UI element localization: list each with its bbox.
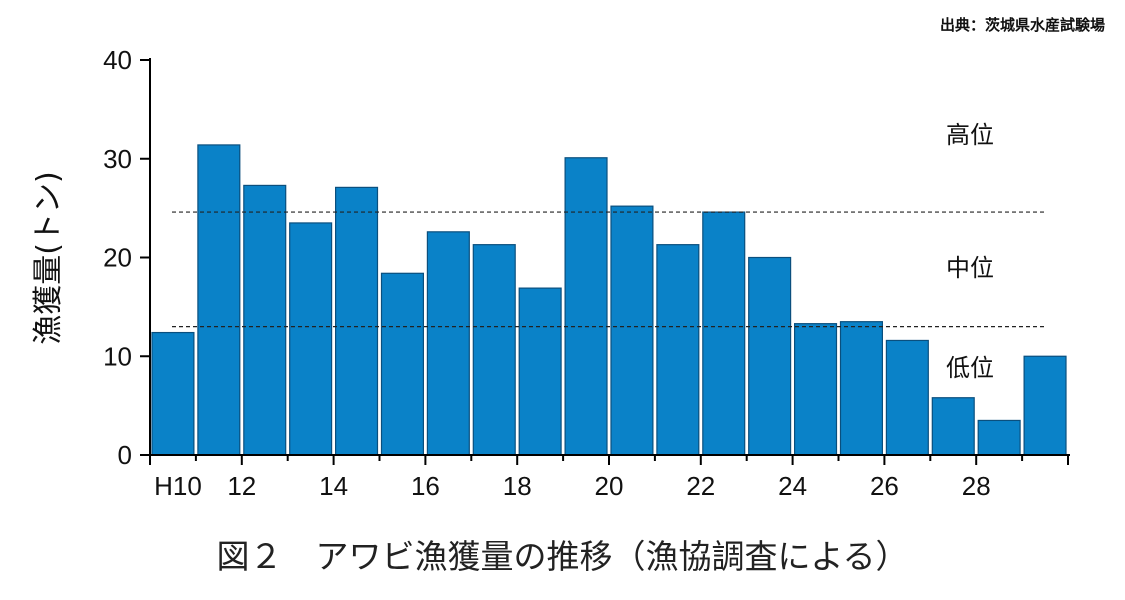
figure-caption: 図２ アワビ漁獲量の推移（漁協調査による） <box>216 537 909 576</box>
x-tick-label-5: 20 <box>595 471 624 501</box>
y-ticks: 0 10 20 30 40 <box>103 45 150 470</box>
x-tick-label-0: H10 <box>154 471 202 501</box>
bars-group <box>151 144 1067 456</box>
y-axis-label: 漁獲量(トン) <box>31 171 66 344</box>
x-tick-label-4: 18 <box>503 471 532 501</box>
bar-H21 <box>656 244 700 456</box>
bar-H14 <box>335 186 379 456</box>
y-tick-label-30: 30 <box>103 144 132 174</box>
bar-H17 <box>472 244 516 456</box>
x-tick-label-8: 26 <box>870 471 899 501</box>
bar-H12 <box>243 184 287 456</box>
bar-H22 <box>702 211 746 456</box>
bar-H29 <box>1023 355 1067 456</box>
y-tick-label-40: 40 <box>103 45 132 75</box>
y-tick-label-20: 20 <box>103 243 132 273</box>
zone-label-1: 中位 <box>946 254 994 282</box>
bar-H11 <box>197 144 241 456</box>
threshold-lines <box>172 211 1045 328</box>
bar-H24 <box>793 323 838 456</box>
bar-H25 <box>839 321 884 456</box>
y-tick-label-10: 10 <box>103 341 132 371</box>
bar-H20 <box>610 205 654 456</box>
zone-label-0: 高位 <box>946 121 994 149</box>
source-note: 出典：茨城県水産試験場 <box>939 16 1105 34</box>
x-tick-label-7: 24 <box>778 471 807 501</box>
x-tick-label-6: 22 <box>686 471 715 501</box>
bar-H19 <box>564 157 608 456</box>
x-ticks: H10 12 14 16 18 20 22 24 26 28 <box>149 455 1069 501</box>
bar-H13 <box>289 222 333 456</box>
bar-H23 <box>748 256 792 456</box>
y-tick-label-0: 0 <box>118 440 132 470</box>
bar-H28 <box>977 419 1021 456</box>
bar-H10 <box>151 331 195 456</box>
x-tick-label-3: 16 <box>411 471 440 501</box>
bar-H15 <box>380 272 425 456</box>
x-tick-label-9: 28 <box>962 471 991 501</box>
zone-label-2: 低位 <box>946 354 994 382</box>
bar-H18 <box>518 287 562 456</box>
axes-group <box>149 58 1070 456</box>
bar-H26 <box>885 339 929 456</box>
x-tick-label-2: 14 <box>319 471 348 501</box>
bar-H27 <box>931 397 975 456</box>
bar-H16 <box>426 231 470 456</box>
x-tick-label-1: 12 <box>227 471 256 501</box>
